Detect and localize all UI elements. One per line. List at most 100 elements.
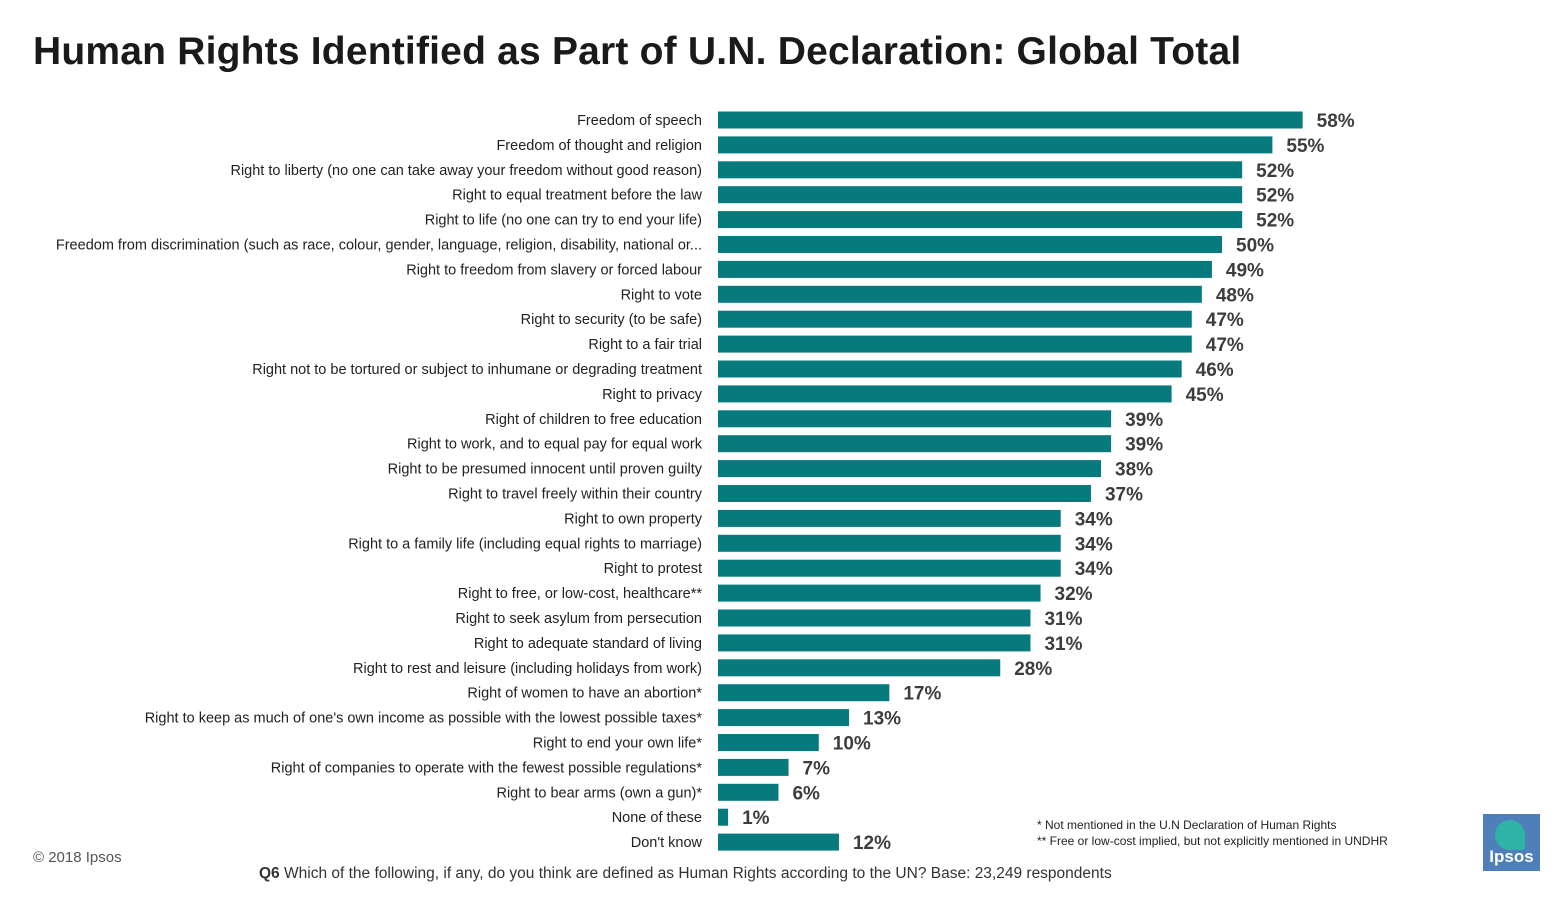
category-label: Right to rest and leisure (including hol…: [353, 661, 702, 677]
bar: [718, 634, 1031, 652]
category-label: Right to equal treatment before the law: [452, 188, 702, 204]
category-label: Right to be presumed innocent until prov…: [388, 462, 703, 478]
value-label: 34%: [1075, 534, 1113, 555]
value-label: 38%: [1115, 460, 1153, 481]
value-label: 52%: [1256, 161, 1294, 182]
category-label: Right to security (to be safe): [521, 312, 702, 328]
category-label: Right to life (no one can try to end you…: [425, 213, 702, 229]
bar: [718, 758, 789, 776]
bar: [718, 260, 1212, 278]
value-label: 31%: [1044, 609, 1082, 630]
value-label: 31%: [1044, 634, 1082, 655]
category-label: Right to adequate standard of living: [474, 636, 702, 652]
logo-text: Ipsos: [1489, 847, 1534, 866]
bar: [718, 659, 1001, 677]
category-label: Right to own property: [564, 511, 703, 527]
value-label: 46%: [1196, 360, 1234, 381]
value-label: 32%: [1055, 584, 1093, 605]
bar: [718, 186, 1243, 204]
value-label: 7%: [803, 758, 831, 779]
value-label: 10%: [833, 734, 871, 755]
bar: [718, 559, 1061, 577]
bar: [718, 609, 1031, 627]
value-label: 1%: [742, 808, 770, 829]
category-label: Right to bear arms (own a gun)*: [496, 785, 702, 801]
bar: [718, 833, 839, 851]
category-label: Right to a family life (including equal …: [348, 536, 702, 552]
question-text: Q6 Which of the following, if any, do yo…: [259, 865, 1112, 883]
category-label: Right to travel freely within their coun…: [448, 487, 703, 503]
bar: [718, 435, 1112, 453]
bar: [718, 310, 1192, 328]
bar: [718, 285, 1202, 303]
bar: [718, 236, 1222, 253]
value-label: 58%: [1317, 111, 1355, 132]
category-label: Right not to be tortured or subject to i…: [252, 362, 702, 378]
category-label: Right to protest: [604, 561, 702, 577]
value-labels: 58% 55% 52% 52% 52% 50% 49% 48% 47% 47% 46% 45% 39% 3…: [742, 111, 1355, 854]
category-label: Right to keep as much of one's own incom…: [145, 711, 703, 727]
value-label: 45%: [1186, 385, 1224, 406]
copyright-notice: © 2018 Ipsos: [33, 849, 122, 866]
bar: [718, 584, 1041, 602]
category-label: Freedom of speech: [577, 113, 702, 129]
bar: [718, 734, 819, 751]
category-label: Right to liberty (no one can take away y…: [230, 163, 702, 179]
value-label: 39%: [1125, 435, 1163, 456]
category-labels: Freedom of speech Freedom of thought and …: [56, 113, 703, 851]
category-label: Right to free, or low-cost, healthcare**: [458, 586, 703, 602]
value-label: 34%: [1075, 509, 1113, 530]
category-label: Right to vote: [621, 287, 702, 303]
category-label: Right to a fair trial: [588, 337, 702, 353]
category-label: Right to seek asylum from persecution: [455, 611, 702, 627]
logo-mark-icon: [1495, 820, 1525, 850]
bar: [718, 360, 1182, 378]
value-label: 47%: [1206, 310, 1244, 331]
value-label: 47%: [1206, 335, 1244, 356]
category-label: Right to end your own life*: [533, 736, 703, 752]
value-label: 52%: [1256, 186, 1294, 207]
question-body: Which of the following, if any, do you t…: [279, 865, 1112, 882]
bars: [718, 111, 1303, 851]
value-label: 37%: [1105, 485, 1143, 506]
footnote-not-in-declaration: * Not mentioned in the U.N Declaration o…: [1037, 818, 1337, 832]
bar: [718, 460, 1102, 478]
value-label: 13%: [863, 709, 901, 730]
category-label: None of these: [612, 810, 702, 826]
category-label: Right of companies to operate with the f…: [271, 760, 703, 776]
category-label: Right to privacy: [602, 387, 703, 403]
value-label: 39%: [1125, 410, 1163, 431]
value-label: 48%: [1216, 285, 1254, 306]
bar: [718, 111, 1303, 129]
value-label: 55%: [1286, 136, 1324, 157]
category-label: Don't know: [631, 835, 703, 851]
category-label: Freedom of thought and religion: [496, 138, 702, 154]
bar: [718, 534, 1061, 552]
bar: [718, 684, 890, 702]
value-label: 17%: [903, 684, 941, 705]
category-label: Freedom from discrimination (such as rac…: [56, 238, 702, 254]
bar: [718, 335, 1192, 353]
question-label: Q6: [259, 865, 280, 882]
bar: [718, 808, 729, 826]
chart-title: Human Rights Identified as Part of U.N. …: [33, 30, 1242, 73]
value-label: 28%: [1014, 659, 1052, 680]
bar: [718, 136, 1273, 154]
bar: [718, 385, 1172, 403]
value-label: 52%: [1256, 211, 1294, 232]
ipsos-logo: Ipsos: [1483, 814, 1540, 871]
category-label: Right of children to free education: [485, 412, 702, 428]
bar: [718, 509, 1061, 527]
bar: [718, 709, 850, 727]
category-label: Right of women to have an abortion*: [467, 686, 702, 702]
category-label: Right to work, and to equal pay for equa…: [407, 437, 703, 453]
value-label: 49%: [1226, 260, 1264, 281]
footnote-healthcare: ** Free or low-cost implied, but not exp…: [1037, 834, 1388, 848]
bar: [718, 410, 1112, 428]
value-label: 6%: [792, 783, 820, 804]
bar: [718, 211, 1243, 229]
value-label: 34%: [1075, 559, 1113, 580]
category-label: Right to freedom from slavery or forced …: [406, 262, 702, 278]
bar: [718, 161, 1243, 179]
